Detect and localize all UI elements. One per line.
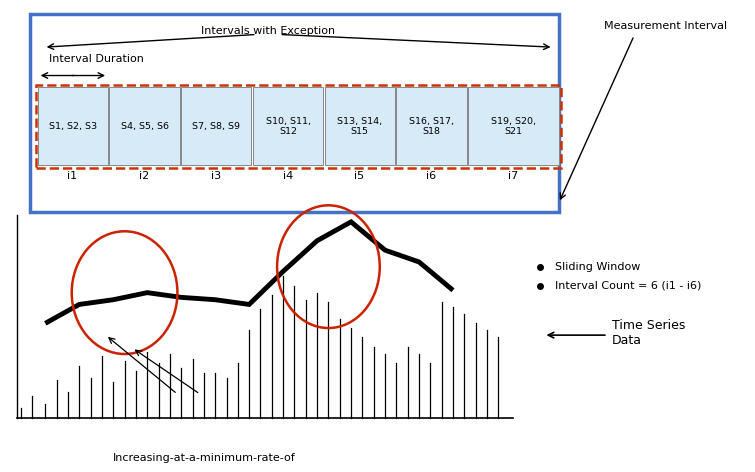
Text: i1: i1 bbox=[67, 171, 78, 181]
FancyBboxPatch shape bbox=[181, 87, 251, 165]
Text: i7: i7 bbox=[508, 171, 519, 181]
FancyBboxPatch shape bbox=[38, 87, 108, 165]
Text: i5: i5 bbox=[354, 171, 365, 181]
Text: S7, S8, S9: S7, S8, S9 bbox=[193, 122, 240, 131]
Text: S13, S14,
S15: S13, S14, S15 bbox=[337, 117, 382, 136]
Text: S4, S5, S6: S4, S5, S6 bbox=[121, 122, 168, 131]
Text: Intervals with Exception: Intervals with Exception bbox=[201, 25, 335, 36]
Text: i3: i3 bbox=[211, 171, 221, 181]
Text: Interval Count = 6 (i1 - i6): Interval Count = 6 (i1 - i6) bbox=[555, 280, 701, 291]
Text: i6: i6 bbox=[426, 171, 436, 181]
Text: S19, S20,
S21: S19, S20, S21 bbox=[491, 117, 536, 136]
Text: Sliding Window: Sliding Window bbox=[555, 261, 640, 272]
Text: S10, S11,
S12: S10, S11, S12 bbox=[266, 117, 310, 136]
Text: Increasing-at-a-minimum-rate-of: Increasing-at-a-minimum-rate-of bbox=[112, 453, 295, 463]
FancyBboxPatch shape bbox=[109, 87, 180, 165]
Text: Interval Duration: Interval Duration bbox=[49, 54, 144, 64]
FancyBboxPatch shape bbox=[396, 87, 467, 165]
Text: S1, S2, S3: S1, S2, S3 bbox=[49, 122, 97, 131]
FancyBboxPatch shape bbox=[253, 87, 323, 165]
Text: Measurement Interval: Measurement Interval bbox=[604, 21, 727, 31]
FancyBboxPatch shape bbox=[325, 87, 395, 165]
Text: i2: i2 bbox=[139, 171, 149, 181]
Text: i4: i4 bbox=[282, 171, 293, 181]
Text: Time Series
Data: Time Series Data bbox=[612, 319, 685, 347]
Text: S16, S17,
S18: S16, S17, S18 bbox=[409, 117, 454, 136]
FancyBboxPatch shape bbox=[30, 14, 559, 212]
FancyBboxPatch shape bbox=[468, 87, 559, 165]
